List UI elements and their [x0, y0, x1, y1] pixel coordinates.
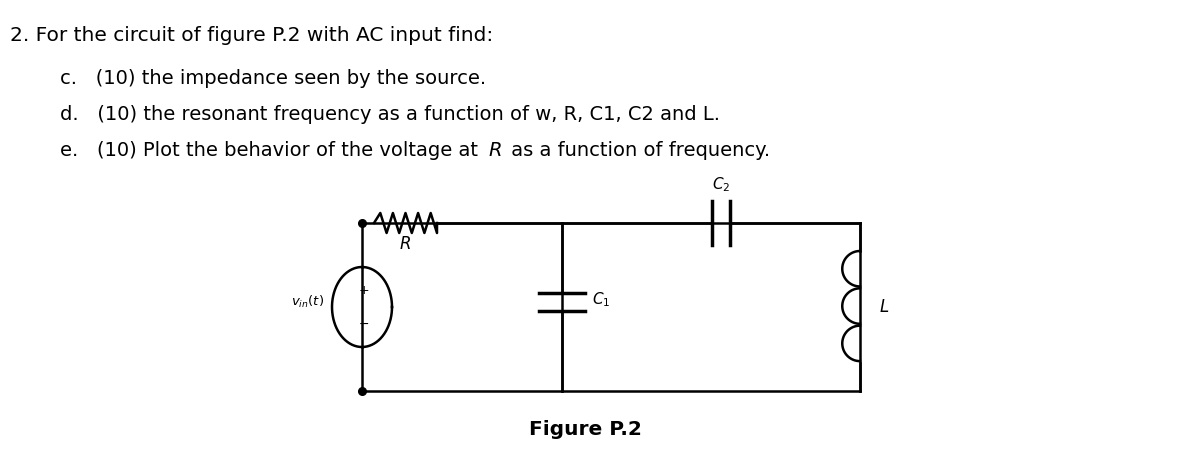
Text: $v_{in}(t)$: $v_{in}(t)$: [290, 294, 324, 310]
Text: R: R: [488, 141, 502, 160]
Text: $C_1$: $C_1$: [592, 290, 611, 309]
Text: −: −: [359, 318, 370, 331]
Text: $C_2$: $C_2$: [712, 175, 730, 194]
Text: R: R: [400, 235, 412, 253]
Text: Figure P.2: Figure P.2: [528, 420, 642, 439]
Text: as a function of frequency.: as a function of frequency.: [505, 141, 770, 160]
Text: +: +: [359, 284, 370, 296]
Text: d.   (10) the resonant frequency as a function of w, R, C1, C2 and L.: d. (10) the resonant frequency as a func…: [60, 105, 720, 124]
Text: e.   (10) Plot the behavior of the voltage at: e. (10) Plot the behavior of the voltage…: [60, 141, 485, 160]
Text: c.   (10) the impedance seen by the source.: c. (10) the impedance seen by the source…: [60, 69, 486, 88]
Text: L: L: [880, 298, 889, 316]
Text: 2. For the circuit of figure P.2 with AC input find:: 2. For the circuit of figure P.2 with AC…: [10, 26, 493, 45]
